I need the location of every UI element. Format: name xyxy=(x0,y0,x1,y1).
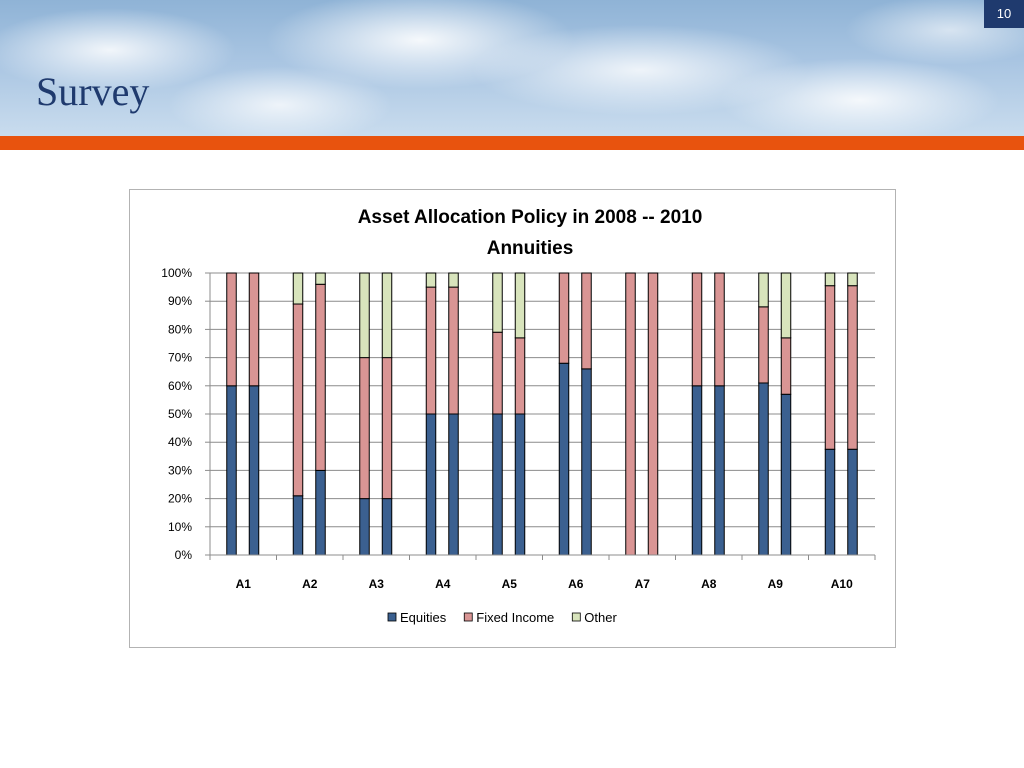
bar-segment xyxy=(359,357,370,500)
bar-segment xyxy=(425,272,437,288)
bar-segment xyxy=(558,362,570,556)
legend-swatch xyxy=(571,612,581,622)
y-tick-label: 50% xyxy=(168,407,192,421)
legend-label: Fixed Income xyxy=(476,610,554,625)
bar-segment xyxy=(625,272,636,556)
bar-segment xyxy=(758,272,769,308)
bar-segment xyxy=(315,272,326,285)
bar-segment xyxy=(847,448,858,556)
bar-segment xyxy=(758,306,769,384)
header-accent-bar xyxy=(0,136,1024,150)
bar-segment xyxy=(359,498,370,556)
header-banner xyxy=(0,0,1024,136)
x-tick-label: A8 xyxy=(701,577,717,591)
bar-segment xyxy=(292,272,304,305)
bar-segment xyxy=(492,331,503,415)
x-tick-label: A1 xyxy=(236,577,252,591)
y-tick-label: 0% xyxy=(175,548,193,562)
bar-segment xyxy=(226,385,237,556)
bar-segment xyxy=(824,448,836,556)
bar-segment xyxy=(847,272,858,287)
chart-title-line1: Asset Allocation Policy in 2008 -- 2010 xyxy=(358,207,703,228)
y-tick-label: 100% xyxy=(161,266,192,280)
stacked-bar-chart: Asset Allocation Policy in 2008 -- 2010 … xyxy=(161,207,876,625)
bar-segment xyxy=(292,303,304,497)
bar-segment xyxy=(425,413,437,556)
y-tick-label: 70% xyxy=(168,351,192,365)
chart-title-line2: Annuities xyxy=(487,238,574,259)
x-tick-label: A5 xyxy=(502,577,518,591)
bar-segment xyxy=(780,337,792,395)
x-tick-label: A2 xyxy=(302,577,318,591)
bar-segment xyxy=(381,272,393,359)
y-tick-label: 90% xyxy=(168,294,192,308)
bar-segment xyxy=(448,413,459,556)
bar-segment xyxy=(381,357,393,500)
bar-segment xyxy=(824,272,836,287)
x-tick-label: A4 xyxy=(435,577,451,591)
bar-segment xyxy=(647,272,659,556)
y-tick-label: 10% xyxy=(168,520,192,534)
y-tick-label: 30% xyxy=(168,463,192,477)
bar-segment xyxy=(448,286,459,415)
legend-label: Equities xyxy=(400,610,447,625)
legend-swatch xyxy=(387,612,397,622)
x-axis: A1 A2 A3 A4 A5 A6 A7 A8 A9 A10 xyxy=(209,554,876,591)
y-tick-label: 20% xyxy=(168,492,192,506)
bar-segment xyxy=(514,413,526,556)
bar-segment xyxy=(381,498,393,556)
y-tick-label: 80% xyxy=(168,322,192,336)
bar-segment xyxy=(315,469,326,556)
bar-segment xyxy=(824,285,836,450)
bar-segment xyxy=(581,368,592,556)
x-tick-label: A9 xyxy=(768,577,784,591)
bar-segment xyxy=(292,495,304,556)
page-number: 10 xyxy=(984,0,1024,28)
bar-segment xyxy=(558,272,570,364)
y-tick-label: 60% xyxy=(168,379,192,393)
slide-title: Survey xyxy=(36,69,150,114)
bar-segment xyxy=(691,272,703,387)
bar-segment xyxy=(226,272,237,387)
bar-segment xyxy=(714,385,725,556)
bar-segment xyxy=(714,272,725,387)
bar-segment xyxy=(847,285,858,450)
y-tick-label: 40% xyxy=(168,435,192,449)
legend-label: Other xyxy=(584,610,617,625)
bar-segment xyxy=(780,272,792,339)
bar-segment xyxy=(492,272,503,333)
bar-segment xyxy=(315,283,326,471)
bar-segment xyxy=(514,272,526,339)
gridlines xyxy=(210,272,875,556)
bar-segment xyxy=(514,337,526,415)
x-tick-label: A6 xyxy=(568,577,584,591)
x-tick-label: A7 xyxy=(635,577,651,591)
bar-segment xyxy=(780,393,792,556)
x-tick-label: A3 xyxy=(369,577,385,591)
legend-swatch xyxy=(463,612,473,622)
bar-segment xyxy=(359,272,370,359)
bar-segment xyxy=(448,272,459,288)
bar-segment xyxy=(248,385,260,556)
bar-segment xyxy=(758,382,769,556)
bar-segment xyxy=(248,272,260,387)
y-axis: 0% 10% 20% 30% 40% 50% 60% 70% 80% 90% 100% xyxy=(161,266,211,562)
x-tick-label: A10 xyxy=(831,577,853,591)
bar-segment xyxy=(425,286,437,415)
bar-segment xyxy=(691,385,703,556)
chart-container: Asset Allocation Policy in 2008 -- 2010 … xyxy=(129,189,896,648)
legend: Equities Fixed Income Other xyxy=(387,610,617,625)
bar-segment xyxy=(581,272,592,370)
bar-segment xyxy=(492,413,503,556)
